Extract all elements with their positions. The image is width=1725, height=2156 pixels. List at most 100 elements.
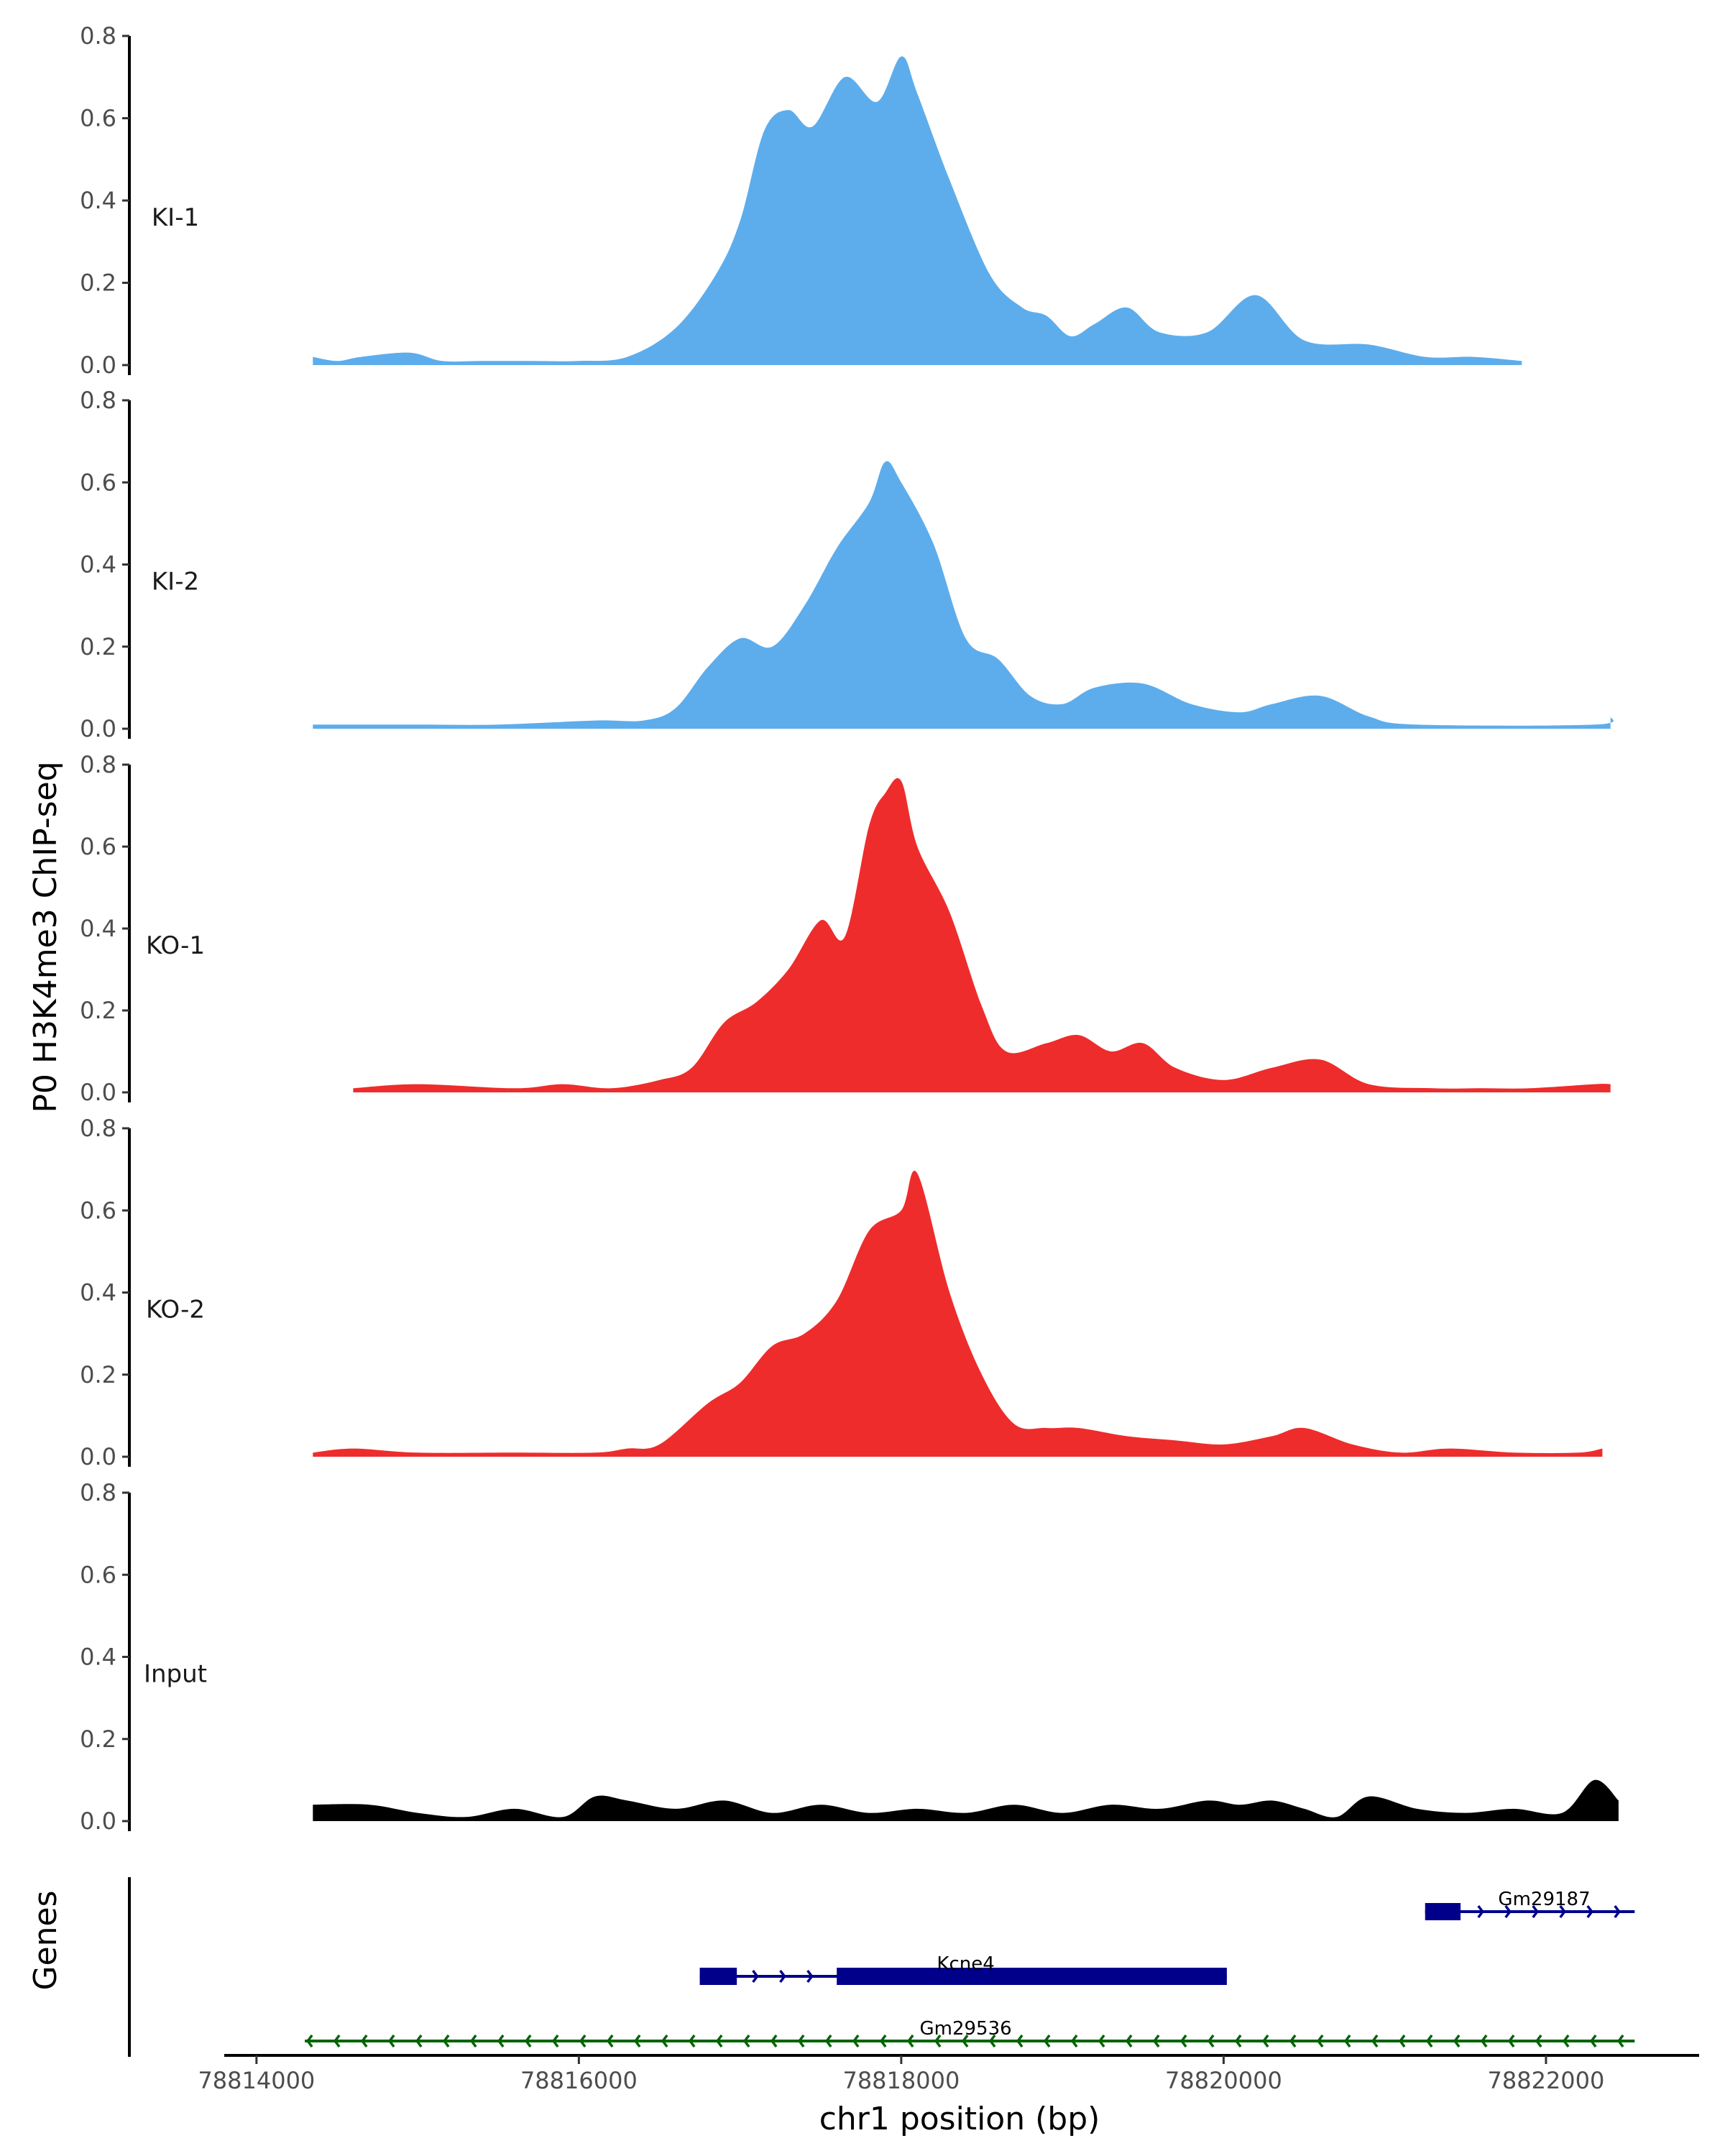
strand-arrow bbox=[1261, 2034, 1269, 2048]
strand-arrow bbox=[742, 2034, 750, 2048]
gene-name-label: Gm29187 bbox=[1498, 1889, 1590, 1910]
strand-arrow bbox=[824, 2034, 832, 2048]
strand-arrow bbox=[715, 2034, 723, 2048]
strand-arrow bbox=[606, 2034, 614, 2048]
strand-arrow bbox=[988, 2034, 996, 2048]
y-tick-label: 0.8 bbox=[80, 1479, 116, 1506]
strand-arrow bbox=[770, 2034, 778, 2048]
gene-exon bbox=[699, 1968, 737, 1985]
strand-arrow bbox=[387, 2034, 395, 2048]
strand-arrow bbox=[1589, 2034, 1597, 2048]
x-tick-label: 78818000 bbox=[842, 2067, 960, 2094]
y-tick-label: 0.8 bbox=[80, 387, 116, 414]
signal-area bbox=[353, 778, 1611, 1092]
y-tick-label: 0.0 bbox=[80, 1807, 116, 1835]
x-tick-label: 78822000 bbox=[1488, 2067, 1605, 2094]
strand-arrow bbox=[469, 2034, 477, 2048]
y-tick-label: 0.0 bbox=[80, 351, 116, 379]
x-tick-label: 78820000 bbox=[1165, 2067, 1282, 2094]
strand-arrow bbox=[415, 2034, 423, 2048]
genes-track-label: Genes bbox=[27, 1890, 64, 1990]
y-tick-label: 0.0 bbox=[80, 1079, 116, 1106]
strand-arrow bbox=[1507, 2034, 1515, 2048]
gene-exon bbox=[1425, 1903, 1461, 1920]
strand-arrow bbox=[333, 2034, 341, 2048]
y-tick-label: 0.4 bbox=[80, 1279, 116, 1307]
y-tick-label: 0.6 bbox=[80, 1561, 116, 1588]
strand-arrow bbox=[1453, 2034, 1460, 2048]
y-tick-label: 0.0 bbox=[80, 1443, 116, 1470]
strand-arrow bbox=[1179, 2034, 1187, 2048]
strand-arrow bbox=[806, 1969, 814, 1984]
strand-arrow bbox=[1504, 1904, 1512, 1919]
strand-arrow bbox=[961, 2034, 969, 2048]
y-tick-label: 0.4 bbox=[80, 551, 116, 579]
strand-arrow bbox=[1559, 1904, 1566, 1919]
strand-arrow bbox=[442, 2034, 450, 2048]
strand-arrow bbox=[752, 1969, 759, 1984]
track-label: KO-1 bbox=[146, 931, 205, 960]
y-tick-label: 0.0 bbox=[80, 715, 116, 742]
track-input: 0.0 0.2 0.4 0.6 0.8 Input bbox=[80, 1479, 1619, 1835]
strand-arrow bbox=[1316, 2034, 1324, 2048]
strand-arrow bbox=[934, 2034, 942, 2048]
strand-arrow bbox=[1234, 2034, 1242, 2048]
y-tick-label: 0.4 bbox=[80, 187, 116, 214]
x-axis-title: chr1 position (bp) bbox=[819, 2101, 1100, 2137]
y-tick-label: 0.6 bbox=[80, 469, 116, 496]
strand-arrow bbox=[1614, 1904, 1621, 1919]
y-axis-title: P0 H3K4me3 ChIP-seq bbox=[27, 761, 64, 1112]
strand-arrow bbox=[1425, 2034, 1433, 2048]
y-tick-label: 0.8 bbox=[80, 22, 116, 50]
track-label: KO-2 bbox=[146, 1295, 205, 1324]
y-tick-label: 0.2 bbox=[80, 1361, 116, 1388]
y-tick-label: 0.8 bbox=[80, 1115, 116, 1142]
strand-arrow bbox=[879, 2034, 887, 2048]
strand-arrow bbox=[524, 2034, 532, 2048]
signal-area bbox=[313, 1779, 1619, 1821]
strand-arrow bbox=[551, 2034, 559, 2048]
strand-arrow bbox=[1480, 2034, 1488, 2048]
strand-arrow bbox=[797, 2034, 805, 2048]
strand-arrow bbox=[852, 2034, 860, 2048]
x-tick-label: 78816000 bbox=[520, 2067, 638, 2094]
y-tick-label: 0.4 bbox=[80, 915, 116, 942]
signal-area bbox=[313, 56, 1522, 365]
track-label: Input bbox=[144, 1659, 207, 1688]
track-label: KI-2 bbox=[152, 567, 199, 596]
strand-arrow bbox=[1371, 2034, 1379, 2048]
y-tick-label: 0.2 bbox=[80, 997, 116, 1024]
y-tick-label: 0.2 bbox=[80, 270, 116, 297]
signal-area bbox=[313, 1170, 1603, 1457]
y-tick-label: 0.4 bbox=[80, 1644, 116, 1671]
strand-arrow bbox=[1398, 2034, 1406, 2048]
signal-area bbox=[313, 461, 1614, 729]
genes-track: Gm29187 Kcne4 Gm29536 bbox=[128, 1877, 1635, 2057]
strand-arrow bbox=[1043, 2034, 1051, 2048]
y-tick-label: 0.6 bbox=[80, 833, 116, 860]
gene-exon bbox=[837, 1968, 1227, 1985]
strand-arrow bbox=[1152, 2034, 1160, 2048]
strand-arrow bbox=[1070, 2034, 1078, 2048]
x-axis: 78814000 78816000 78818000 78820000 78822000 bbox=[198, 2054, 1699, 2094]
strand-arrow bbox=[1289, 2034, 1297, 2048]
y-tick-label: 0.2 bbox=[80, 1726, 116, 1753]
strand-arrow bbox=[661, 2034, 668, 2048]
y-tick-label: 0.6 bbox=[80, 105, 116, 132]
strand-arrow bbox=[1562, 2034, 1570, 2048]
strand-arrow bbox=[1586, 1904, 1593, 1919]
strand-arrow bbox=[688, 2034, 696, 2048]
strand-arrow bbox=[1016, 2034, 1024, 2048]
strand-arrow bbox=[633, 2034, 641, 2048]
track-label: KI-1 bbox=[152, 203, 199, 232]
strand-arrow bbox=[579, 2034, 586, 2048]
strand-arrow bbox=[1207, 2034, 1215, 2048]
track-ki-1: 0.0 0.2 0.4 0.6 0.8 KI-1 bbox=[80, 22, 1522, 379]
gene-gm29536: Gm29536 bbox=[305, 2018, 1635, 2048]
strand-arrow bbox=[1343, 2034, 1351, 2048]
y-tick-label: 0.2 bbox=[80, 633, 116, 660]
strand-arrow bbox=[906, 2034, 914, 2048]
strand-arrow bbox=[1616, 2034, 1624, 2048]
gene-name-label: Kcne4 bbox=[937, 1953, 994, 1975]
strand-arrow bbox=[1477, 1904, 1484, 1919]
